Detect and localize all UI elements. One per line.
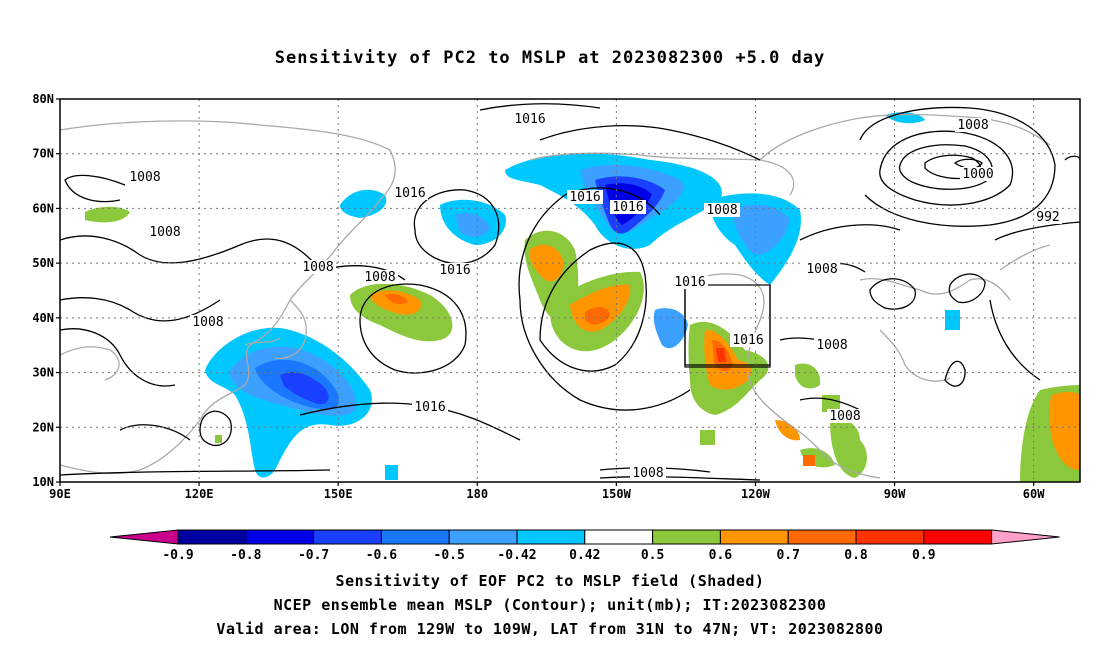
contour-label: 1000	[962, 167, 993, 182]
contour-label: 1016	[414, 400, 445, 415]
caption-line-1: Sensitivity of EOF PC2 to MSLP field (Sh…	[335, 572, 765, 590]
contour-label: 1008	[302, 260, 333, 275]
map-title: Sensitivity of PC2 to MSLP at 2023082300…	[274, 48, 826, 68]
contour-label: 1016	[674, 275, 705, 290]
lon-tick-label: 60W	[1023, 487, 1045, 501]
lon-tick-label: 150W	[602, 487, 632, 501]
contour-label: 1016	[569, 190, 600, 205]
contour-label: 1008	[192, 315, 223, 330]
colorbar-label: 0.7	[776, 548, 799, 563]
colorbar-max-arrow	[991, 529, 1060, 545]
contour-label: 1008	[364, 270, 395, 285]
lat-tick-label: 40N	[32, 311, 54, 325]
contour-label: 1016	[732, 333, 763, 348]
lat-tick-label: 70N	[32, 147, 54, 161]
lon-tick-label: 120W	[741, 487, 771, 501]
colorbar-label: 0.5	[641, 548, 664, 563]
colorbar-label: 0.8	[844, 548, 868, 563]
lat-tick-label: 10N	[32, 475, 54, 489]
contour-label: 1008	[957, 118, 988, 133]
contour-label: 1016	[439, 263, 470, 278]
colorbar-segment	[923, 529, 993, 545]
colorbar-segment	[584, 529, 654, 545]
colorbar-label: -0.6	[366, 548, 397, 563]
colorbar-segment	[652, 529, 721, 545]
contour-label: 1008	[829, 409, 860, 424]
lon-tick-label: 90W	[884, 487, 906, 501]
caption-line-2: NCEP ensemble mean MSLP (Contour); unit(…	[273, 596, 827, 614]
lat-tick-label: 60N	[32, 201, 54, 215]
contour-label: 1008	[806, 262, 837, 277]
map-axes: 10N 20N 30N 40N 50N 60N 70N 80N 90E 120E 150E 180 15…	[32, 92, 1045, 501]
lon-tick-label: 90E	[49, 487, 71, 501]
colorbar-segment	[177, 529, 247, 545]
contour-label: 992	[1036, 210, 1059, 225]
lat-lon-grid	[60, 99, 1080, 482]
valid-area-box	[684, 284, 771, 368]
colorbar: -0.9 -0.8 -0.7 -0.6 -0.5 -0.42 0.42 0.5 0.6 0.7 0.…	[109, 529, 1060, 563]
colorbar-label: -0.42	[497, 548, 536, 563]
contour-labels: 1016 1008 1008 1016 1016 1016 1008 1008 1016 1008…	[127, 112, 1062, 481]
colorbar-min-arrow	[109, 529, 179, 545]
contour-label: 1008	[129, 170, 160, 185]
colorbar-label: -0.9	[162, 548, 193, 563]
caption-line-3: Valid area: LON from 129W to 109W, LAT f…	[216, 620, 884, 638]
colorbar-segment	[380, 529, 450, 545]
contour-label: 1016	[394, 186, 425, 201]
lat-tick-label: 50N	[32, 256, 54, 270]
colorbar-segment	[245, 529, 315, 545]
lat-tick-label: 80N	[32, 92, 54, 106]
colorbar-segment	[448, 529, 518, 545]
lon-tick-label: 120E	[185, 487, 214, 501]
colorbar-label: 0.9	[912, 548, 935, 563]
contour-label: 1008	[816, 338, 847, 353]
plot-frame	[59, 98, 1081, 483]
colorbar-label: 0.42	[569, 548, 600, 563]
colorbar-segment	[855, 529, 925, 545]
colorbar-segment	[787, 529, 857, 545]
lon-tick-label: 150E	[324, 487, 353, 501]
colorbar-label: -0.7	[298, 548, 329, 563]
colorbar-segment	[719, 529, 789, 545]
contour-label: 1016	[514, 112, 545, 127]
contour-label: 1008	[632, 466, 663, 481]
contour-label: 1008	[149, 225, 180, 240]
contour-label: 1008	[706, 203, 737, 218]
colorbar-label: 0.6	[709, 548, 733, 563]
lon-tick-label: 180	[466, 487, 488, 501]
colorbar-segment	[516, 529, 586, 545]
lat-tick-label: 20N	[32, 420, 54, 434]
lat-tick-label: 30N	[32, 366, 54, 380]
colorbar-label: -0.5	[434, 548, 465, 563]
colorbar-segment	[313, 529, 382, 545]
mslp-contours	[60, 103, 1080, 481]
contour-label: 1016	[612, 200, 643, 215]
colorbar-label: -0.8	[230, 548, 261, 563]
